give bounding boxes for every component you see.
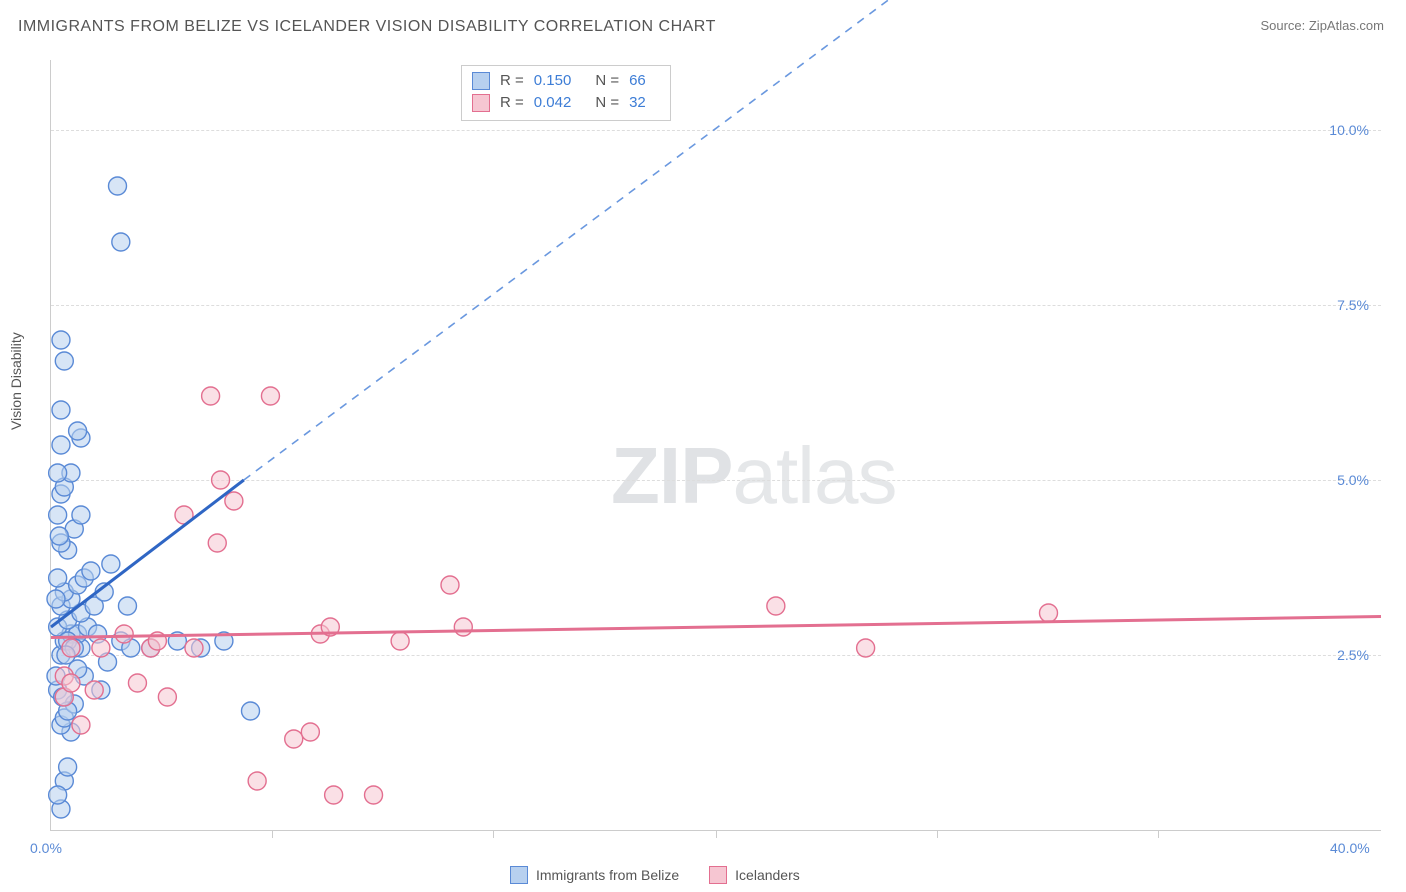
chart-title: IMMIGRANTS FROM BELIZE VS ICELANDER VISI…: [18, 18, 716, 36]
data-point-icelanders: [72, 716, 90, 734]
trend-line-icelanders: [51, 617, 1381, 638]
data-point-icelanders: [225, 492, 243, 510]
x-tick-label: 40.0%: [1330, 840, 1370, 856]
data-point-icelanders: [1040, 604, 1058, 622]
swatch-belize: [472, 72, 490, 90]
plot-area: ZIPatlas 2.5% 5.0% 7.5% 10.0% R = 0.150 …: [50, 60, 1381, 831]
swatch-icelanders: [709, 866, 727, 884]
data-point-icelanders: [212, 471, 230, 489]
stats-row-belize: R = 0.150 N = 66: [472, 70, 660, 92]
chart-svg: [51, 60, 1381, 830]
x-minor-tick: [493, 830, 494, 838]
data-point-belize: [52, 436, 70, 454]
x-minor-tick: [716, 830, 717, 838]
n-label: N =: [595, 92, 619, 114]
data-point-icelanders: [115, 625, 133, 643]
data-point-belize: [52, 401, 70, 419]
data-point-icelanders: [62, 639, 80, 657]
n-label: N =: [595, 70, 619, 92]
data-point-icelanders: [261, 387, 279, 405]
data-point-belize: [102, 555, 120, 573]
x-minor-tick: [272, 830, 273, 838]
data-point-icelanders: [857, 639, 875, 657]
r-label: R =: [500, 92, 524, 114]
data-point-belize: [50, 527, 68, 545]
data-point-belize: [118, 597, 136, 615]
data-point-belize: [52, 331, 70, 349]
data-point-belize: [59, 758, 77, 776]
source-attribution: Source: ZipAtlas.com: [1260, 18, 1384, 33]
data-point-icelanders: [767, 597, 785, 615]
data-point-icelanders: [208, 534, 226, 552]
stats-legend: R = 0.150 N = 66 R = 0.042 N = 32: [461, 65, 671, 121]
data-point-belize: [109, 177, 127, 195]
r-label: R =: [500, 70, 524, 92]
legend-item-belize: Immigrants from Belize: [510, 866, 679, 884]
data-point-icelanders: [441, 576, 459, 594]
data-point-belize: [49, 786, 67, 804]
trend-line-belize: [51, 480, 244, 627]
data-point-belize: [47, 590, 65, 608]
data-point-belize: [82, 562, 100, 580]
data-point-belize: [49, 464, 67, 482]
data-point-icelanders: [365, 786, 383, 804]
data-point-icelanders: [301, 723, 319, 741]
data-point-belize: [49, 569, 67, 587]
legend-item-icelanders: Icelanders: [709, 866, 800, 884]
x-minor-tick: [937, 830, 938, 838]
data-point-icelanders: [128, 674, 146, 692]
n-value: 32: [629, 92, 646, 114]
y-axis-label: Vision Disability: [8, 332, 24, 430]
data-point-icelanders: [92, 639, 110, 657]
r-value: 0.042: [534, 92, 572, 114]
data-point-icelanders: [158, 688, 176, 706]
data-point-icelanders: [391, 632, 409, 650]
data-point-belize: [112, 233, 130, 251]
series-legend: Immigrants from Belize Icelanders: [510, 866, 800, 884]
source-prefix: Source:: [1260, 18, 1308, 33]
data-point-belize: [55, 352, 73, 370]
data-point-icelanders: [454, 618, 472, 636]
source-name: ZipAtlas.com: [1309, 18, 1384, 33]
stats-row-icelanders: R = 0.042 N = 32: [472, 92, 660, 114]
data-point-belize: [72, 506, 90, 524]
data-point-icelanders: [248, 772, 266, 790]
legend-label: Icelanders: [735, 867, 800, 883]
legend-label: Immigrants from Belize: [536, 867, 679, 883]
x-minor-tick: [1158, 830, 1159, 838]
data-point-icelanders: [62, 674, 80, 692]
data-point-belize: [69, 422, 87, 440]
x-tick-label: 0.0%: [30, 840, 62, 856]
swatch-belize: [510, 866, 528, 884]
data-point-icelanders: [202, 387, 220, 405]
data-point-icelanders: [285, 730, 303, 748]
data-point-belize: [49, 506, 67, 524]
r-value: 0.150: [534, 70, 572, 92]
data-point-icelanders: [325, 786, 343, 804]
data-point-icelanders: [185, 639, 203, 657]
swatch-icelanders: [472, 94, 490, 112]
data-point-belize: [242, 702, 260, 720]
data-point-icelanders: [85, 681, 103, 699]
n-value: 66: [629, 70, 646, 92]
